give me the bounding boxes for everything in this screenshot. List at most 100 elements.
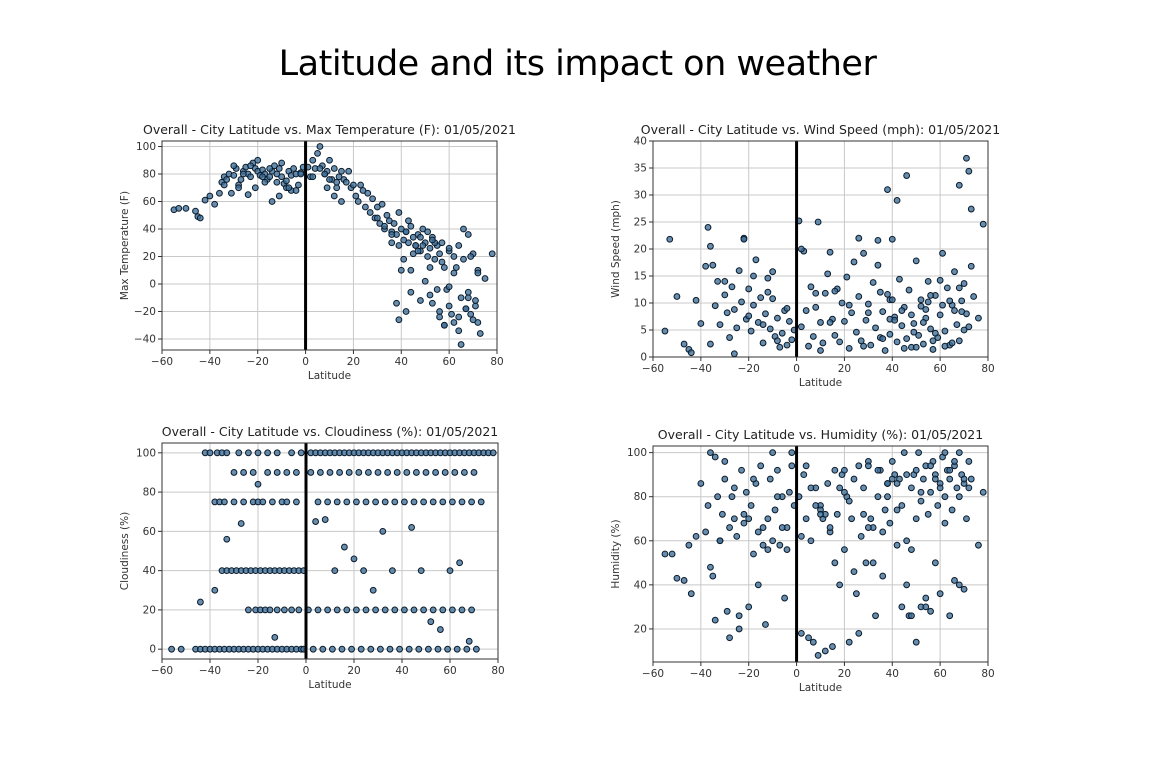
data-point xyxy=(903,335,911,343)
data-point xyxy=(750,272,757,280)
data-point xyxy=(893,338,901,346)
data-point xyxy=(247,173,254,181)
data-point xyxy=(893,541,901,549)
data-point xyxy=(393,299,400,307)
data-point xyxy=(774,337,781,345)
data-point xyxy=(261,178,269,186)
data-point xyxy=(891,316,899,324)
x-tick-label: −40 xyxy=(199,356,221,368)
data-point xyxy=(391,498,399,506)
data-point xyxy=(350,555,358,563)
data-point xyxy=(372,498,380,506)
data-point xyxy=(860,510,867,518)
data-point xyxy=(903,581,911,589)
data-point xyxy=(788,449,796,457)
data-point xyxy=(764,546,772,553)
data-point xyxy=(333,178,341,186)
data-point xyxy=(814,651,822,659)
data-point xyxy=(855,462,863,470)
plot-title: Overall - City Latitude vs. Humidity (%)… xyxy=(658,427,983,442)
data-point xyxy=(462,305,470,313)
x-tick-label: 0 xyxy=(793,668,800,680)
data-point xyxy=(908,612,915,620)
data-point xyxy=(841,546,848,553)
data-point xyxy=(421,277,429,285)
data-point xyxy=(723,607,731,615)
x-tick-label: −20 xyxy=(738,668,760,680)
plot-frame xyxy=(161,140,498,351)
data-point xyxy=(936,590,944,598)
y-tick-label: 20 xyxy=(143,251,156,263)
data-point xyxy=(407,266,415,274)
data-point xyxy=(235,184,242,192)
data-point xyxy=(464,294,472,302)
data-point xyxy=(426,291,434,299)
y-tick-label: 60 xyxy=(143,196,156,208)
data-point xyxy=(326,469,334,476)
data-point xyxy=(864,524,872,531)
data-point xyxy=(922,594,930,602)
y-tick-label: 5 xyxy=(640,325,647,337)
data-point xyxy=(324,498,332,506)
data-point xyxy=(383,211,391,219)
data-point xyxy=(845,301,853,309)
y-tick-label: 40 xyxy=(634,579,647,591)
data-point xyxy=(488,250,496,258)
data-point xyxy=(967,205,975,213)
data-point xyxy=(845,344,853,352)
data-point xyxy=(481,275,489,282)
data-point xyxy=(419,242,427,249)
data-point xyxy=(955,181,963,189)
y-tick-label: 100 xyxy=(136,447,156,459)
data-point xyxy=(836,581,844,589)
data-point xyxy=(407,288,415,296)
data-point xyxy=(285,184,293,192)
data-point xyxy=(283,177,290,185)
data-point xyxy=(826,248,834,256)
data-point xyxy=(390,220,398,227)
data-point xyxy=(434,645,442,653)
data-point xyxy=(211,586,219,594)
data-point xyxy=(814,218,822,226)
data-point xyxy=(912,638,920,646)
plot-title: Overall - City Latitude vs. Cloudiness (… xyxy=(162,424,499,439)
data-point xyxy=(357,181,365,189)
data-point xyxy=(707,242,714,250)
data-point xyxy=(293,498,300,506)
data-point xyxy=(860,342,867,350)
data-point xyxy=(278,159,286,167)
data-point xyxy=(893,197,901,204)
data-point xyxy=(965,458,973,465)
data-point xyxy=(343,498,351,506)
data-point xyxy=(824,270,832,278)
data-point xyxy=(884,290,891,298)
data-point xyxy=(738,466,745,474)
data-point xyxy=(429,606,437,614)
data-point xyxy=(939,301,946,309)
data-point xyxy=(422,469,430,476)
y-tick-label: 20 xyxy=(634,244,647,256)
data-point xyxy=(955,581,963,589)
data-point xyxy=(728,493,736,501)
data-point xyxy=(361,203,369,211)
data-point xyxy=(438,239,446,247)
data-point xyxy=(841,317,848,325)
data-point xyxy=(862,559,870,567)
data-point xyxy=(946,475,954,483)
data-point xyxy=(819,339,827,347)
data-point xyxy=(254,449,262,457)
data-point xyxy=(788,336,796,344)
data-point xyxy=(812,303,820,311)
data-point xyxy=(934,502,942,509)
data-point xyxy=(182,204,190,212)
data-point xyxy=(206,449,214,457)
plot-title: Overall - City Latitude vs. Max Temperat… xyxy=(143,122,516,137)
data-point xyxy=(915,332,923,339)
data-point xyxy=(365,469,372,476)
data-point xyxy=(323,184,331,192)
x-tick-label: 0 xyxy=(303,665,310,677)
data-point xyxy=(381,498,389,506)
data-point xyxy=(908,484,915,492)
data-point xyxy=(378,200,386,208)
